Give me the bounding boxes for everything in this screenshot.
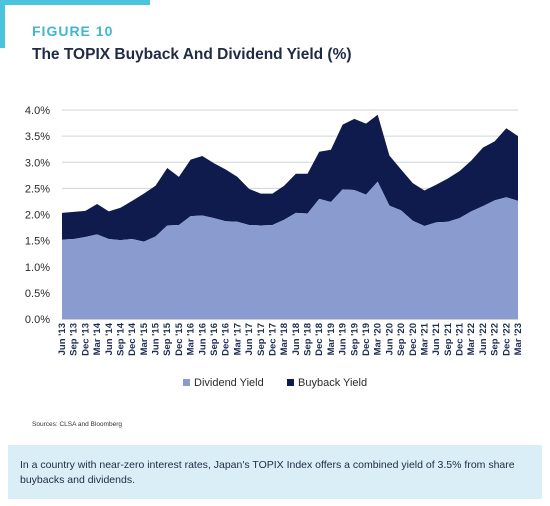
caption-box: In a country with near-zero interest rat… bbox=[8, 445, 542, 499]
stacked-area-chart: 0.0% 0.5% 1.0% 1.5% 2.0% 2.5% 3.0% 3.5% 4.0% Jun… bbox=[25, 105, 524, 389]
y-tick-label: 2.0% bbox=[25, 210, 50, 222]
x-tick-label: Jun '15 bbox=[151, 322, 162, 355]
caption-text: In a country with near-zero interest rat… bbox=[20, 459, 515, 486]
series-area-buyback-yield bbox=[62, 114, 518, 242]
x-tick-label: Sep '16 bbox=[209, 323, 220, 356]
x-tick-label: Mar '15 bbox=[139, 322, 150, 355]
x-tick-label: Sep '15 bbox=[162, 322, 173, 356]
x-tick-label: Dec '19 bbox=[361, 323, 372, 356]
figure-label: FIGURE 10 bbox=[32, 23, 114, 39]
x-axis-ticks: Jun '13 Sep '13 Dec '13 Mar '14 Jun '14 Sep '… bbox=[57, 322, 524, 356]
y-tick-label: 0.5% bbox=[25, 288, 50, 300]
top-accent-bar bbox=[0, 0, 150, 5]
source-note: Sources: CLSA and Bloomberg bbox=[32, 421, 122, 428]
y-tick-label: 1.0% bbox=[25, 262, 50, 274]
x-tick-label: Jun '13 bbox=[57, 323, 68, 355]
x-tick-label: Dec '14 bbox=[127, 322, 138, 356]
x-tick-label: Mar '21 bbox=[419, 322, 430, 355]
x-tick-label: Jun '22 bbox=[478, 323, 489, 355]
x-tick-label: Sep '21 bbox=[443, 322, 454, 356]
x-tick-label: Mar '18 bbox=[279, 323, 290, 355]
x-tick-label: Sep '18 bbox=[303, 323, 314, 356]
x-tick-label: Mar '20 bbox=[373, 323, 384, 355]
x-tick-label: Jun '14 bbox=[104, 322, 115, 355]
x-tick-label: Mar '19 bbox=[326, 323, 337, 355]
x-tick-label: Sep '20 bbox=[396, 323, 407, 356]
x-tick-label: Sep '14 bbox=[115, 322, 126, 356]
areas bbox=[62, 114, 518, 319]
left-accent-bar bbox=[0, 0, 5, 48]
x-tick-label: Dec '15 bbox=[174, 322, 185, 356]
x-tick-label: Sep '19 bbox=[349, 323, 360, 356]
series-area-dividend-yield bbox=[62, 181, 518, 319]
x-tick-label: Jun '18 bbox=[291, 323, 302, 355]
y-tick-label: 4.0% bbox=[25, 105, 50, 117]
x-tick-label: Jun '16 bbox=[197, 323, 208, 355]
y-tick-label: 3.0% bbox=[25, 157, 50, 169]
x-tick-label: Dec '18 bbox=[314, 323, 325, 356]
x-tick-label: Mar '14 bbox=[92, 322, 103, 355]
y-tick-label: 1.5% bbox=[25, 236, 50, 248]
y-tick-label: 2.5% bbox=[25, 183, 50, 195]
x-tick-label: Jun '20 bbox=[384, 323, 395, 355]
x-tick-label: Sep '22 bbox=[490, 323, 501, 356]
legend-dividend-yield-label: Dividend Yield bbox=[194, 377, 264, 389]
x-tick-label: Dec '16 bbox=[221, 323, 232, 356]
legend-buyback-yield-label: Buyback Yield bbox=[298, 377, 367, 389]
x-tick-label: Dec '17 bbox=[267, 323, 278, 356]
x-tick-label: Sep '17 bbox=[256, 323, 267, 356]
legend-dividend-yield-swatch bbox=[183, 379, 190, 386]
y-tick-label: 3.5% bbox=[25, 131, 50, 143]
legend-buyback-yield-swatch bbox=[287, 379, 294, 386]
y-tick-label: 0.0% bbox=[25, 314, 50, 326]
x-tick-label: Jun '19 bbox=[338, 323, 349, 355]
figure-title: The TOPIX Buyback And Dividend Yield (%) bbox=[32, 46, 352, 63]
x-tick-label: Dec '13 bbox=[80, 323, 91, 356]
x-tick-label: Dec '22 bbox=[501, 323, 512, 356]
x-tick-label: Dec '20 bbox=[408, 323, 419, 356]
x-tick-label: Mar '23 bbox=[513, 323, 524, 355]
x-tick-label: Mar '17 bbox=[232, 323, 243, 355]
legend: Dividend Yield Buyback Yield bbox=[183, 377, 367, 389]
x-tick-label: Dec '21 bbox=[455, 322, 466, 356]
x-tick-label: Jun '21 bbox=[431, 322, 442, 355]
x-tick-label: Jun '17 bbox=[244, 323, 255, 355]
y-axis-ticks: 0.0% 0.5% 1.0% 1.5% 2.0% 2.5% 3.0% 3.5% 4.0% bbox=[25, 105, 50, 326]
x-tick-label: Mar '22 bbox=[466, 323, 477, 355]
x-tick-label: Mar '16 bbox=[186, 323, 197, 355]
x-tick-label: Sep '13 bbox=[69, 323, 80, 356]
